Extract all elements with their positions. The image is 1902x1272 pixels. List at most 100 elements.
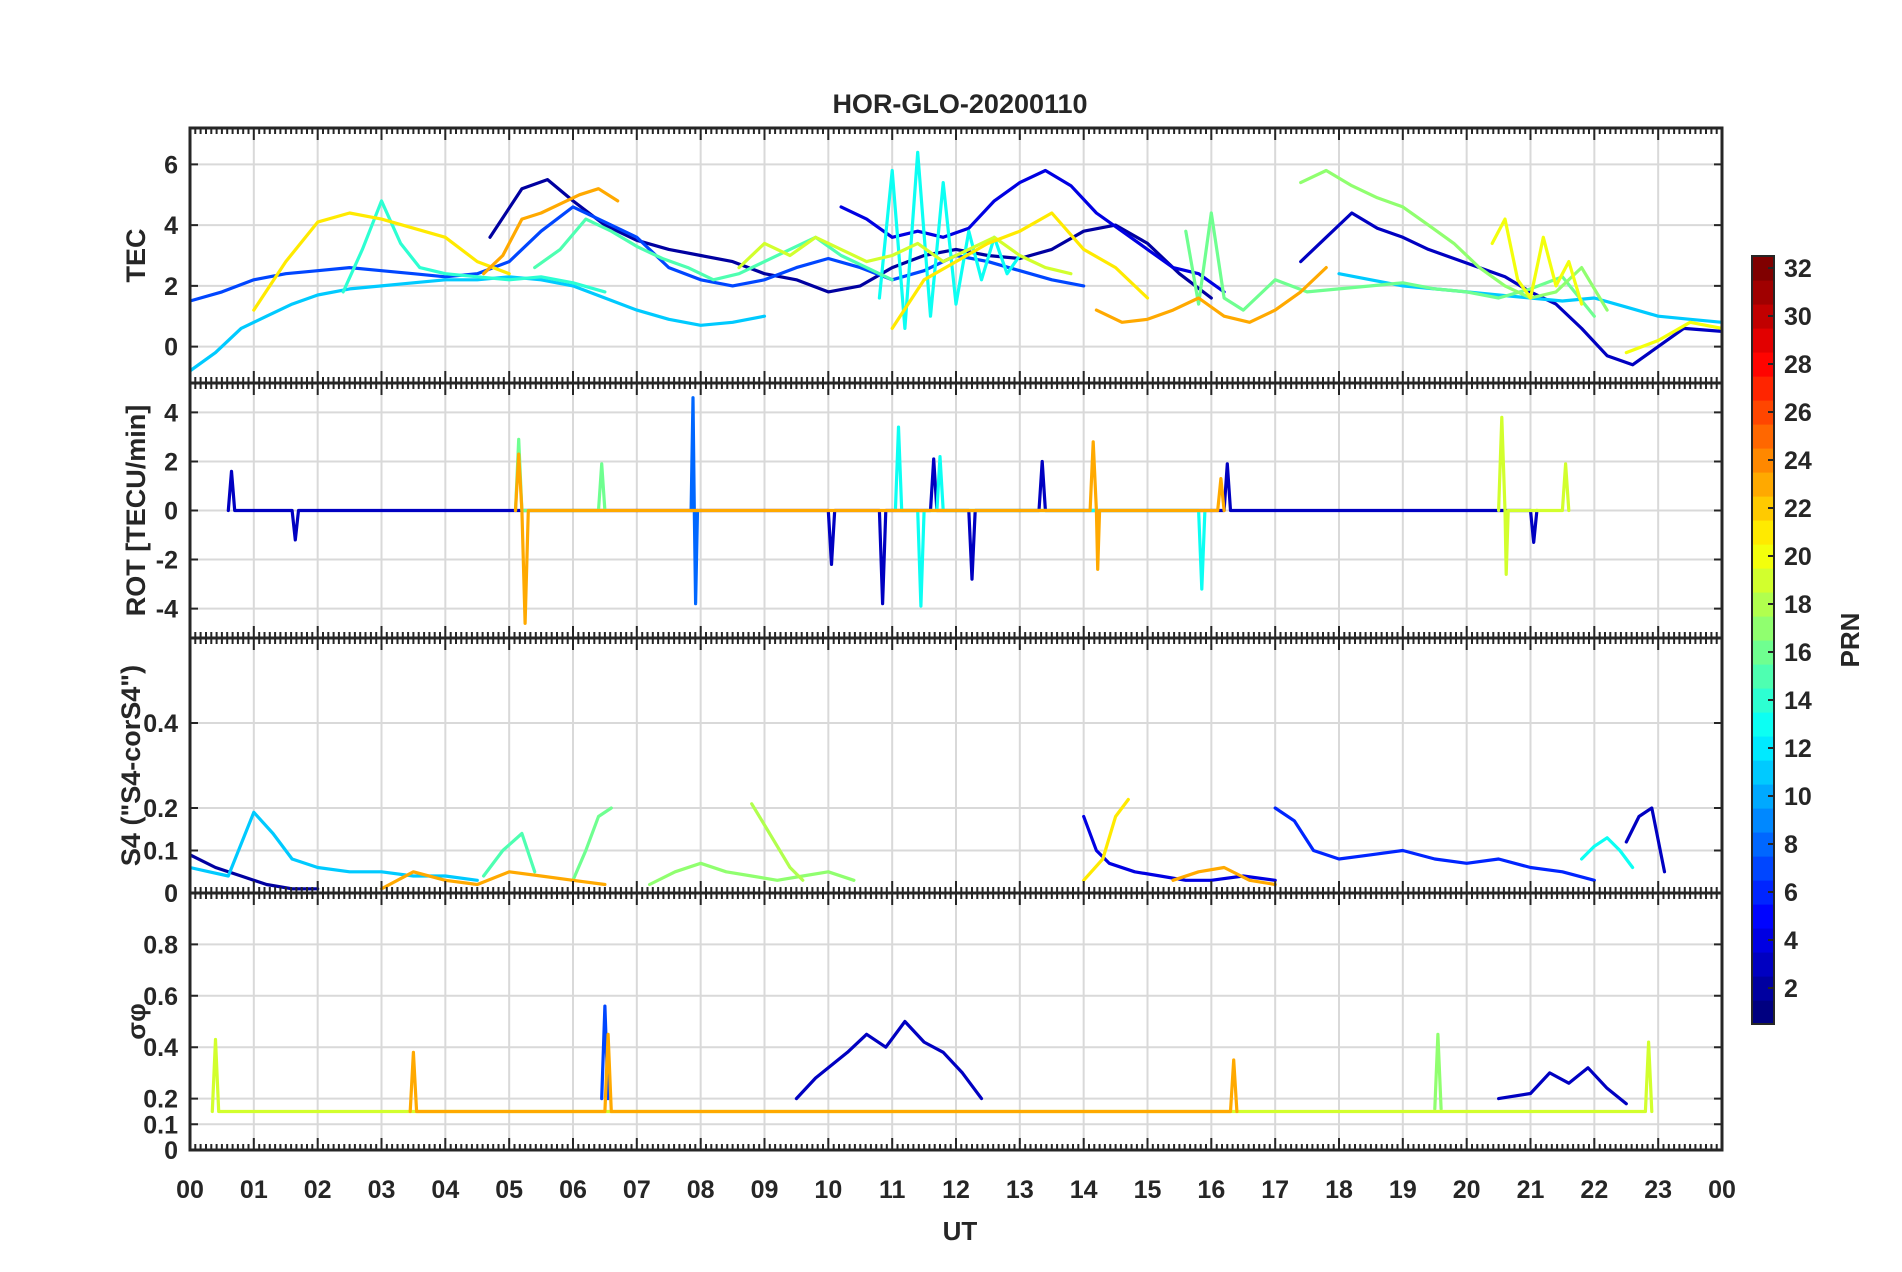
- x-tick-label: 19: [1389, 1176, 1417, 1204]
- y-tick-label: 0.2: [143, 795, 178, 823]
- colorbar-tick-label: 32: [1784, 255, 1812, 283]
- colorbar-segment: [1752, 808, 1774, 833]
- series-line-prn-23: [379, 870, 607, 891]
- series-line-prn-3: [1624, 806, 1667, 874]
- y-tick-label: 6: [164, 151, 178, 179]
- x-tick-label: 14: [1070, 1176, 1098, 1204]
- colorbar-segment: [1752, 904, 1774, 929]
- y-axis-label: S4 ("S4-corS4"): [116, 665, 146, 866]
- series-line-prn-23: [482, 187, 620, 276]
- y-axis-label: σφ: [121, 1003, 151, 1039]
- series-line-prn-11: [190, 810, 479, 882]
- colorbar-tick-label: 2: [1784, 975, 1798, 1003]
- series-line-prn-3: [1496, 1066, 1628, 1106]
- y-tick-label: 4: [164, 212, 178, 240]
- panel-2: -4 -2 0 2 4 ROT [TECU/min]: [121, 381, 1724, 640]
- y-tick-label: 0: [164, 498, 178, 526]
- series-line-prn-16: [1184, 211, 1596, 318]
- colorbar-frame: [1751, 255, 1775, 1025]
- series-group: [190, 150, 1722, 373]
- colorbar-segment: [1752, 784, 1774, 809]
- colorbar-tick-label: 14: [1784, 687, 1812, 715]
- y-axis-label: ROT [TECU/min]: [121, 405, 151, 616]
- y-tick-label: -2: [156, 547, 178, 575]
- series-line-prn-20: [1624, 320, 1722, 355]
- panel-1: 0 2 4 6 TEC: [121, 126, 1724, 385]
- colorbar-segment: [1752, 976, 1774, 1001]
- series-line-prn-21: [252, 211, 511, 312]
- colorbar-segment: [1752, 496, 1774, 521]
- x-tick-label: 15: [1134, 1176, 1162, 1204]
- x-tick-label: 02: [304, 1176, 332, 1204]
- series-line-prn-8: [689, 396, 700, 606]
- y-tick-marks: [190, 163, 1722, 348]
- colorbar-tick-label: 8: [1784, 831, 1798, 859]
- series-line-prn-16: [571, 806, 613, 882]
- colorbar-tick-label: 30: [1784, 303, 1812, 331]
- x-tick-label: 22: [1580, 1176, 1608, 1204]
- colorbar-segment: [1752, 304, 1774, 329]
- colorbar-tick-label: 12: [1784, 735, 1812, 763]
- x-tick-label: 23: [1644, 1176, 1672, 1204]
- panel-frame: [188, 891, 1724, 1152]
- x-tick-label: 03: [368, 1176, 396, 1204]
- y-tick-label: 0.4: [143, 710, 178, 738]
- colorbar-segment: [1752, 880, 1774, 905]
- x-tick-label: 18: [1325, 1176, 1353, 1204]
- y-tick-label: 0: [164, 1137, 178, 1165]
- colorbar-tick-label: 18: [1784, 591, 1812, 619]
- series-line-prn-17: [1299, 168, 1609, 312]
- series-line-prn-11: [190, 275, 767, 373]
- colorbar-label: PRN: [1835, 613, 1865, 668]
- series-line-prn-4: [1082, 814, 1277, 882]
- colorbar-segment: [1752, 592, 1774, 617]
- series-line-prn-21: [1082, 797, 1130, 882]
- series-line-prn-13: [1579, 836, 1635, 870]
- series-line-prn-23: [1094, 266, 1328, 324]
- colorbar-segment: [1752, 544, 1774, 569]
- colorbar-segment: [1752, 1000, 1774, 1025]
- colorbar-segment: [1752, 256, 1774, 281]
- series-line-prn-3: [794, 1019, 984, 1101]
- y-tick-label: 2: [164, 448, 178, 476]
- y-tick-label: 0.2: [143, 1086, 178, 1114]
- colorbar-segment: [1752, 352, 1774, 377]
- colorbar-segment: [1752, 640, 1774, 665]
- chart-title: HOR-GLO-20200110: [832, 89, 1087, 119]
- y-tick-label: 2: [164, 273, 178, 301]
- colorbar-segment: [1752, 688, 1774, 713]
- series-line-prn-15: [533, 217, 894, 282]
- y-tick-label: 0: [164, 334, 178, 362]
- series-line-prn-23: [408, 1032, 1239, 1114]
- x-tick-label: 00: [1708, 1176, 1736, 1204]
- series-group: [210, 1004, 1654, 1114]
- colorbar-segment: [1752, 568, 1774, 593]
- colorbar-segment: [1752, 520, 1774, 545]
- series-line-prn-3: [226, 457, 1539, 606]
- x-tick-label: 21: [1517, 1176, 1545, 1204]
- series-line-prn-13: [893, 425, 1207, 608]
- y-tick-label: 0.4: [143, 1034, 178, 1062]
- colorbar-segment: [1752, 832, 1774, 857]
- series-group: [226, 396, 1571, 625]
- colorbar-tick-label: 22: [1784, 495, 1812, 523]
- series-line-prn-23: [513, 440, 1226, 625]
- x-tick-label: 00: [176, 1176, 204, 1204]
- x-tick-label: 20: [1453, 1176, 1481, 1204]
- x-tick-label: 17: [1261, 1176, 1289, 1204]
- x-tick-label: 08: [687, 1176, 715, 1204]
- series-line-prn-20: [1490, 217, 1584, 306]
- x-tick-label: 10: [814, 1176, 842, 1204]
- series-line-prn-17: [647, 861, 856, 887]
- x-tick-label: 13: [1006, 1176, 1034, 1204]
- x-tick-label: 04: [431, 1176, 459, 1204]
- series-line-prn-4: [839, 168, 1226, 294]
- x-tick-labels: 00 01 02 03 04 05 06 07 08 09 10 11 12 13 14 15 16 17 18 19…: [176, 1176, 1736, 1204]
- y-tick-label: 0: [164, 880, 178, 908]
- series-line-prn-23: [1171, 865, 1277, 887]
- colorbar-segment: [1752, 376, 1774, 401]
- colorbar-segment: [1752, 280, 1774, 305]
- colorbar-tick-label: 4: [1784, 927, 1798, 955]
